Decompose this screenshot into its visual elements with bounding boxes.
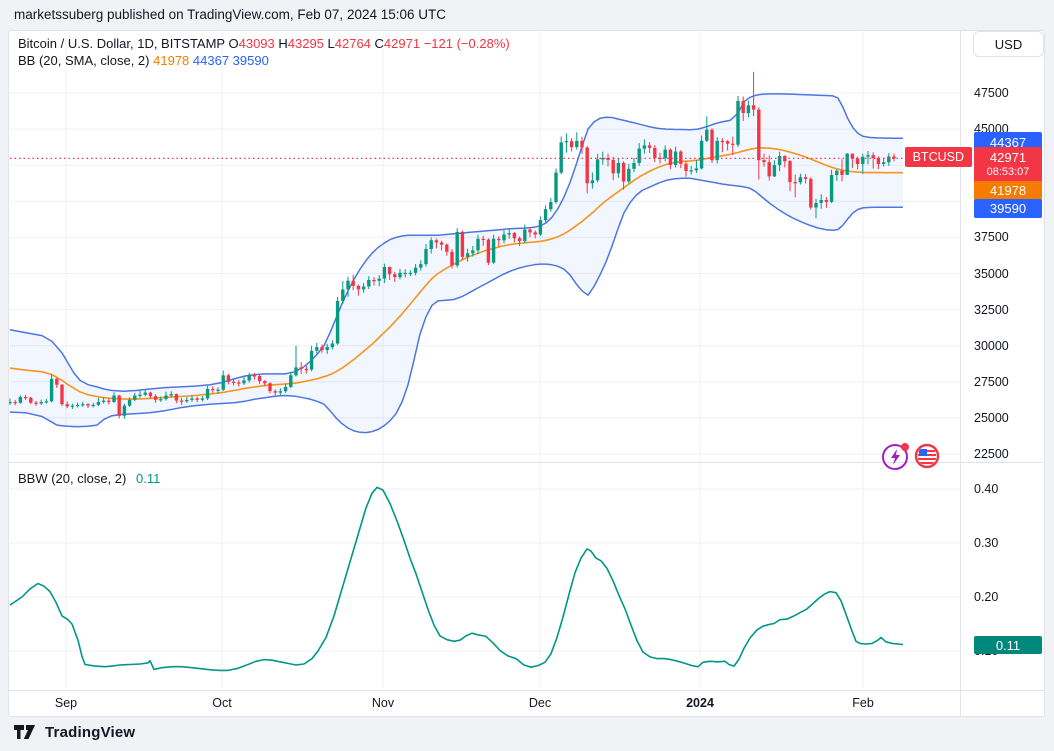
price-tick: 32500 <box>974 302 1009 317</box>
bbw-value-badge: 0.11 <box>974 636 1042 654</box>
price-tick: 25000 <box>974 410 1009 425</box>
tradingview-brand-label: TradingView <box>45 724 136 741</box>
countdown-timer: 08:53:07 <box>986 166 1030 178</box>
time-label-nov[interactable]: Nov <box>371 696 395 710</box>
time-label-dec[interactable]: Dec <box>528 696 552 710</box>
ohlc-key: H <box>274 36 288 51</box>
price-badge-39590: 39590 <box>974 199 1042 218</box>
bb-val: 41978 <box>153 53 190 68</box>
price-tick: 27500 <box>974 374 1009 389</box>
bbw-tick: 0.20 <box>974 590 999 604</box>
symbol-price-label: BTCUSD <box>904 147 972 167</box>
ohlc-key: C <box>370 36 384 51</box>
attribution-text: marketssuberg published on TradingView.c… <box>14 7 446 22</box>
bbw-indicator-title[interactable]: BBW (20, close, 2) <box>18 471 127 486</box>
price-badge-41978: 41978 <box>974 181 1042 200</box>
change-value: −121 (−0.28%) <box>423 36 510 51</box>
price-tick: 37500 <box>974 230 1009 245</box>
price-tick: 30000 <box>974 338 1009 353</box>
ohlc-key: O <box>228 36 239 51</box>
time-label-feb[interactable]: Feb <box>852 696 874 710</box>
bb-legend[interactable]: BB (20, SMA, close, 2) 41978 44367 39590 <box>18 53 269 68</box>
time-label-oct[interactable]: Oct <box>212 696 232 710</box>
ohlc-val: 42971 <box>383 36 421 51</box>
bb-val: 39590 <box>229 53 269 68</box>
price-badge-42971: 42971 08:53:07 <box>974 147 1042 183</box>
chart-card <box>8 30 1045 717</box>
bbw-value: 0.11 <box>136 471 161 486</box>
ohlc-val: 42764 <box>334 36 371 51</box>
price-tick: 47500 <box>974 86 1009 100</box>
symbol-title[interactable]: Bitcoin / U.S. Dollar, 1D, BITSTAMP <box>18 36 225 51</box>
bbw-tick: 0.40 <box>974 482 999 496</box>
bb-values: 41978 44367 39590 <box>153 53 269 68</box>
time-label-sep[interactable]: Sep <box>54 696 78 710</box>
ohlc-values: O43093 H43295 L42764 C42971 <box>228 36 420 51</box>
flash-reaction-icon[interactable] <box>882 443 909 470</box>
ohlc-key: L <box>323 36 335 51</box>
price-tick: 22500 <box>974 447 1009 461</box>
time-label-2024[interactable]: 2024 <box>686 696 714 710</box>
symbol-legend[interactable]: Bitcoin / U.S. Dollar, 1D, BITSTAMP O430… <box>18 36 510 51</box>
bbw-legend[interactable]: BBW (20, close, 2) 0.11 <box>18 471 160 486</box>
currency-toggle-button[interactable]: USD <box>973 31 1044 57</box>
bb-indicator-title[interactable]: BB (20, SMA, close, 2) <box>18 53 150 68</box>
ohlc-val: 43093 <box>238 36 275 51</box>
tradingview-logo-icon <box>14 725 35 739</box>
us-flag-icon[interactable] <box>914 443 940 469</box>
ohlc-val: 43295 <box>287 36 324 51</box>
bb-val: 44367 <box>189 53 230 68</box>
price-tick: 35000 <box>974 266 1009 281</box>
tradingview-attribution[interactable]: TradingView <box>14 724 135 741</box>
bbw-tick: 0.30 <box>974 536 999 550</box>
